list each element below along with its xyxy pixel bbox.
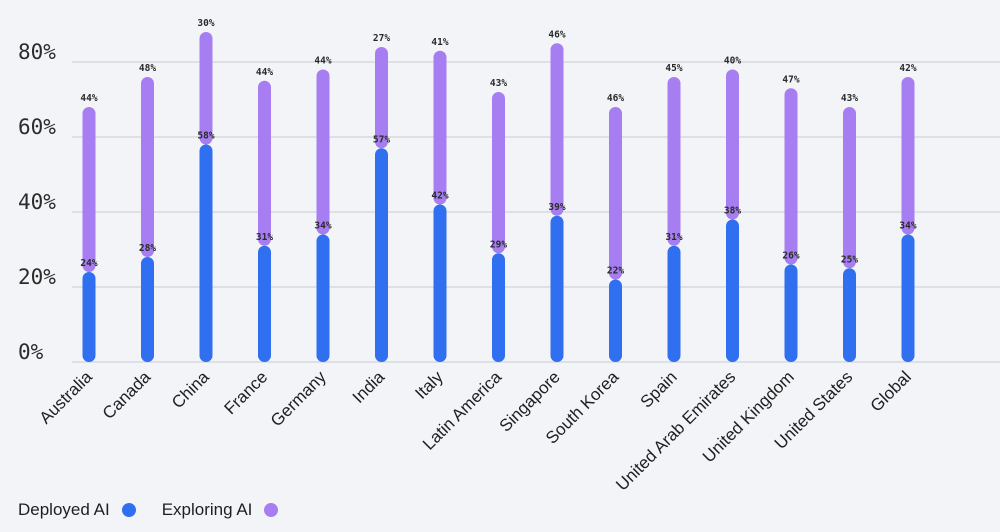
data-label-exploring-germany: 44% [314, 56, 331, 67]
data-label-deployed-united-arab-emirates: 38% [724, 206, 741, 217]
data-label-deployed-singapore: 39% [548, 202, 565, 213]
legend-item-exploring: Exploring AI [162, 500, 279, 520]
data-label-exploring-latin-america: 43% [490, 78, 507, 89]
bar-exploring-latin-america [492, 92, 505, 254]
category-label-germany: Germany [267, 367, 330, 430]
y-tick-label-40: 40% [18, 190, 56, 214]
data-label-exploring-india: 27% [373, 33, 390, 44]
legend: Deployed AI Exploring AI [18, 500, 294, 520]
bar-deployed-italy [433, 204, 447, 362]
bar-deployed-south-korea [609, 279, 622, 362]
category-label-italy: Italy [411, 367, 447, 403]
data-label-exploring-united-kingdom: 47% [782, 74, 799, 85]
data-label-deployed-india: 57% [373, 134, 390, 145]
data-label-deployed-canada: 28% [139, 243, 156, 254]
bar-deployed-australia [82, 272, 96, 362]
legend-dot-deployed [121, 503, 136, 517]
y-tick-label-80: 80% [18, 40, 56, 64]
bars [82, 32, 915, 362]
category-label-australia: Australia [36, 367, 97, 428]
data-label-deployed-south-korea: 22% [607, 266, 624, 277]
data-label-deployed-united-kingdom: 26% [782, 251, 799, 262]
bar-exploring-south-korea [609, 107, 622, 280]
bar-deployed-united-kingdom [784, 264, 798, 362]
bar-exploring-united-states [843, 107, 856, 269]
bar-deployed-china [199, 144, 213, 362]
bar-deployed-united-arab-emirates [726, 219, 739, 362]
data-label-exploring-united-states: 43% [841, 93, 858, 104]
y-tick-label-60: 60% [18, 115, 56, 139]
y-axis: 0% 20% 40% 60% 80% [18, 40, 56, 364]
data-label-exploring-canada: 48% [139, 63, 156, 74]
legend-dot-exploring [264, 503, 279, 517]
bar-exploring-united-arab-emirates [726, 69, 739, 220]
bar-deployed-latin-america [492, 253, 505, 362]
data-label-deployed-global: 34% [899, 221, 916, 232]
category-label-spain: Spain [637, 367, 681, 411]
legend-label-exploring: Exploring AI [161, 500, 253, 519]
data-labels: 24% 44% 28% 48% 58% 30% 31% 44% 34% 44% 57% 27% 42% 4… [80, 18, 916, 277]
data-label-deployed-germany: 34% [314, 221, 331, 232]
data-label-deployed-france: 31% [256, 232, 273, 243]
chart: 0% 20% 40% 60% 80% 24% 44% 28% 48% 58% 30% 31% 44% 3… [18, 18, 1000, 494]
data-label-deployed-latin-america: 29% [490, 239, 507, 250]
data-label-exploring-italy: 41% [431, 37, 448, 48]
bar-exploring-china [199, 32, 213, 145]
bar-deployed-singapore [550, 215, 564, 362]
bar-deployed-canada [141, 257, 154, 362]
bar-exploring-france [258, 80, 271, 246]
category-label-india: India [349, 367, 389, 407]
bar-deployed-germany [316, 234, 330, 362]
data-label-exploring-global: 42% [899, 63, 916, 74]
data-label-exploring-singapore: 46% [548, 29, 565, 40]
category-label-china: China [168, 367, 213, 412]
bar-exploring-global [901, 77, 915, 235]
data-label-exploring-spain: 45% [665, 63, 682, 74]
y-tick-label-0: 0% [18, 340, 44, 364]
bar-exploring-united-kingdom [784, 88, 798, 265]
bar-exploring-singapore [550, 43, 564, 216]
bar-deployed-spain [667, 245, 681, 362]
bar-exploring-australia [82, 107, 96, 272]
data-label-exploring-france: 44% [256, 67, 273, 78]
bar-exploring-italy [433, 50, 447, 205]
data-label-deployed-italy: 42% [431, 191, 448, 202]
data-label-exploring-china: 30% [197, 18, 214, 29]
y-tick-label-20: 20% [18, 265, 56, 289]
bar-deployed-france [258, 245, 271, 362]
data-label-deployed-united-states: 25% [841, 254, 858, 265]
category-label-global: Global [867, 367, 915, 415]
data-label-exploring-united-arab-emirates: 40% [724, 56, 741, 67]
data-label-deployed-china: 58% [197, 131, 214, 142]
data-label-deployed-spain: 31% [665, 232, 682, 243]
legend-item-deployed: Deployed AI [18, 500, 136, 520]
data-label-exploring-australia: 44% [80, 93, 97, 104]
data-label-exploring-south-korea: 46% [607, 93, 624, 104]
legend-label-deployed: Deployed AI [18, 500, 110, 519]
category-label-canada: Canada [99, 367, 155, 423]
data-label-deployed-australia: 24% [80, 258, 97, 269]
bar-deployed-global [901, 234, 915, 362]
bar-exploring-canada [141, 77, 154, 257]
bar-exploring-india [375, 47, 388, 149]
bar-exploring-spain [667, 77, 681, 246]
bar-deployed-india [375, 148, 388, 362]
bar-deployed-united-states [843, 268, 856, 362]
category-label-france: France [220, 367, 271, 418]
bar-exploring-germany [316, 69, 330, 235]
